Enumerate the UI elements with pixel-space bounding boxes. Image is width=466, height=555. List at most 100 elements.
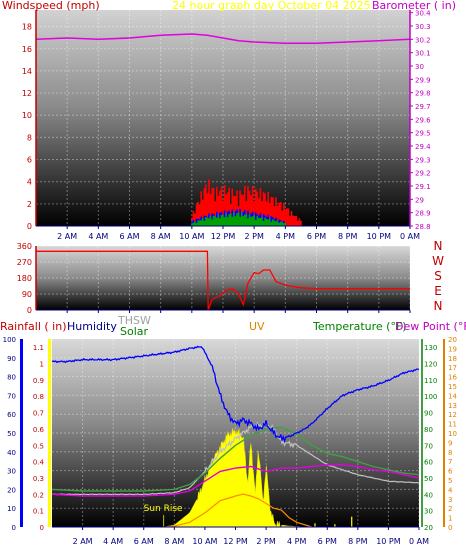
windspeed-tick-label: 4 xyxy=(27,178,32,187)
barometer-tick-label: 29.4 xyxy=(415,143,431,151)
windspeed-tick-label: 6 xyxy=(27,156,32,165)
barometer-tick-label: 29.7 xyxy=(415,103,431,111)
barometer-tick-label: 30.1 xyxy=(415,50,431,58)
temperature-series: Sun Rise xyxy=(51,345,420,529)
humidity-tick-label: 40 xyxy=(7,449,16,457)
direction-tick-label: 180 xyxy=(17,274,32,283)
humidity-tick-label: 30 xyxy=(7,468,16,476)
temperature-x-tick-label: 8 AM xyxy=(164,537,184,546)
compass-label: E xyxy=(434,284,442,298)
rainfall-tick-label: 0.6 xyxy=(33,426,45,434)
compass-label: N xyxy=(434,299,443,313)
temperature-tick-label: 130 xyxy=(424,344,437,352)
temperature-tick-label: 80 xyxy=(424,426,433,434)
humidity-tick-label: 50 xyxy=(7,430,16,438)
uv-line xyxy=(166,493,313,528)
windspeed-tick-label: 10 xyxy=(22,111,32,120)
windspeed-tick-label: 16 xyxy=(22,45,32,54)
humidity-tick-label: 20 xyxy=(7,486,16,494)
temperature-line xyxy=(51,426,420,492)
humidity-line xyxy=(51,345,420,444)
wind-x-tick-label: 8 PM xyxy=(338,232,357,241)
rainfall-tick-label: 0 xyxy=(40,524,44,532)
dewpoint-label: Dew Point (°F) xyxy=(395,320,466,333)
temperature-tick-label: 40 xyxy=(424,491,433,499)
uv-tick-label: 20 xyxy=(448,336,457,344)
barometer-label: Barometer ( in) xyxy=(372,0,456,12)
wind-x-tick-label: 8 AM xyxy=(151,232,171,241)
wind-plot-area xyxy=(36,10,410,226)
uv-tick-label: 17 xyxy=(448,364,457,372)
uv-tick-label: 10 xyxy=(448,430,457,438)
uv-tick-label: 1 xyxy=(448,515,452,523)
temperature-x-tick-label: 2 PM xyxy=(256,537,275,546)
compass-label: S xyxy=(434,269,442,283)
uv-label: UV xyxy=(249,320,265,333)
uv-tick-label: 18 xyxy=(448,355,457,363)
thsw-line xyxy=(51,418,420,496)
direction-tick-label: 360 xyxy=(17,242,32,251)
wind-x-tick-label: 2 PM xyxy=(244,232,263,241)
compass-label: W xyxy=(432,254,444,268)
wind-x-tick-label: 10 AM xyxy=(179,232,204,241)
wind-x-tick-label: 4 PM xyxy=(276,232,295,241)
uv-tick-label: 3 xyxy=(448,496,452,504)
barometer-tick-label: 30.2 xyxy=(415,36,431,44)
uv-tick-label: 5 xyxy=(448,477,452,485)
barometer-tick-label: 30.3 xyxy=(415,23,431,31)
wind-barometer-panel: 2 AM 4 AM 6 AM 8 AM 10 AM 12 PM 2 PM 4 PM 6 PM 8 … xyxy=(2,0,456,241)
uv-tick-label: 4 xyxy=(448,486,453,494)
wind-x-tick-label: 12 PM xyxy=(211,232,236,241)
temperature-tick-label: 120 xyxy=(424,361,437,369)
uv-tick-label: 11 xyxy=(448,421,457,429)
barometer-line xyxy=(35,33,411,45)
humidity-axis xyxy=(20,339,23,527)
temperature-x-tick-label: 10 AM xyxy=(192,537,217,546)
barometer-tick-label: 28.9 xyxy=(415,210,431,218)
rainfall-tick-label: 0.8 xyxy=(33,393,44,401)
graph-title: 24 hour graph day October 04 2025 xyxy=(172,0,371,12)
barometer-tick-label: 29.1 xyxy=(415,183,431,191)
barometer-tick-label: 28.8 xyxy=(415,223,431,231)
wind-x-tick-label: 2 AM xyxy=(57,232,77,241)
temperature-humidity-panel: Sun Rise 2 AM 4 AM 6 AM 8 AM 10 AM 12 PM 2 PM 4… xyxy=(0,314,466,546)
temperature-label: Temperature (°F) xyxy=(312,320,407,333)
rainfall-tick-label: 0.9 xyxy=(33,377,44,385)
windspeed-tick-label: 18 xyxy=(22,23,32,32)
rainfall-tick-label: 0.4 xyxy=(33,459,45,467)
uv-tick-label: 2 xyxy=(448,505,452,513)
temperature-axis xyxy=(421,339,423,527)
uv-tick-label: 12 xyxy=(448,411,457,419)
temperature-tick-label: 90 xyxy=(424,410,433,418)
rainfall-tick-label: 0.3 xyxy=(33,475,44,483)
temperature-tick-label: 50 xyxy=(424,475,433,483)
uv-tick-label: 9 xyxy=(448,439,452,447)
temperature-x-tick-label: 4 AM xyxy=(103,537,123,546)
temperature-axes: 2 AM 4 AM 6 AM 8 AM 10 AM 12 PM 2 PM 4 PM 6 PM 8 … xyxy=(3,336,458,546)
direction-tick-label: 270 xyxy=(17,258,32,267)
windspeed-label: Windspeed (mph) xyxy=(2,0,100,12)
rainfall-axis xyxy=(48,339,51,527)
wind-x-tick-label: 4 AM xyxy=(88,232,108,241)
barometer-tick-label: 29.6 xyxy=(415,116,431,124)
wind-grid xyxy=(36,10,411,227)
windspeed-tick-label: 2 xyxy=(27,200,32,209)
uv-tick-label: 14 xyxy=(448,392,457,400)
rainfall-label: Rainfall ( in) xyxy=(0,320,67,333)
temperature-tick-label: 110 xyxy=(424,377,437,385)
temperature-x-tick-label: 2 AM xyxy=(73,537,93,546)
humidity-tick-label: 70 xyxy=(7,392,16,400)
uv-tick-label: 15 xyxy=(448,383,457,391)
uv-tick-label: 19 xyxy=(448,345,457,353)
humidity-label: Humidity xyxy=(67,320,117,333)
uv-tick-label: 6 xyxy=(448,468,453,476)
humidity-tick-label: 90 xyxy=(7,355,16,363)
windspeed-tick-label: 0 xyxy=(27,222,32,231)
temperature-tick-label: 20 xyxy=(424,524,433,532)
uv-tick-label: 8 xyxy=(448,449,452,457)
wind-direction-line xyxy=(36,250,410,311)
wind-x-tick-label: 0 AM xyxy=(400,232,420,241)
barometer-tick-label: 29.5 xyxy=(415,130,431,138)
